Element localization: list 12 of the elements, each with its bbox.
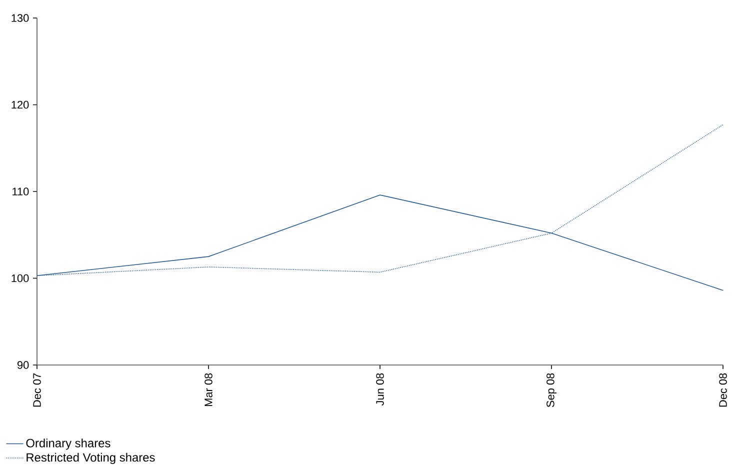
y-tick-label: 100	[12, 274, 29, 282]
y-tick-label: 110	[12, 188, 29, 196]
y-tick-label: 120	[12, 100, 29, 109]
x-tick-label: Dec 07	[33, 373, 41, 407]
x-tick-label: Jun 08	[376, 373, 384, 406]
legend-label: Restricted Voting shares	[26, 452, 155, 464]
x-tick-label: Mar 08	[204, 373, 212, 406]
legend-label: Ordinary shares	[26, 438, 110, 450]
y-tick-label: 130	[12, 14, 29, 22]
x-tick-label: Dec 08	[719, 373, 727, 407]
x-tick-label: Sep 08	[546, 373, 556, 408]
y-tick-label: 90	[17, 361, 29, 369]
